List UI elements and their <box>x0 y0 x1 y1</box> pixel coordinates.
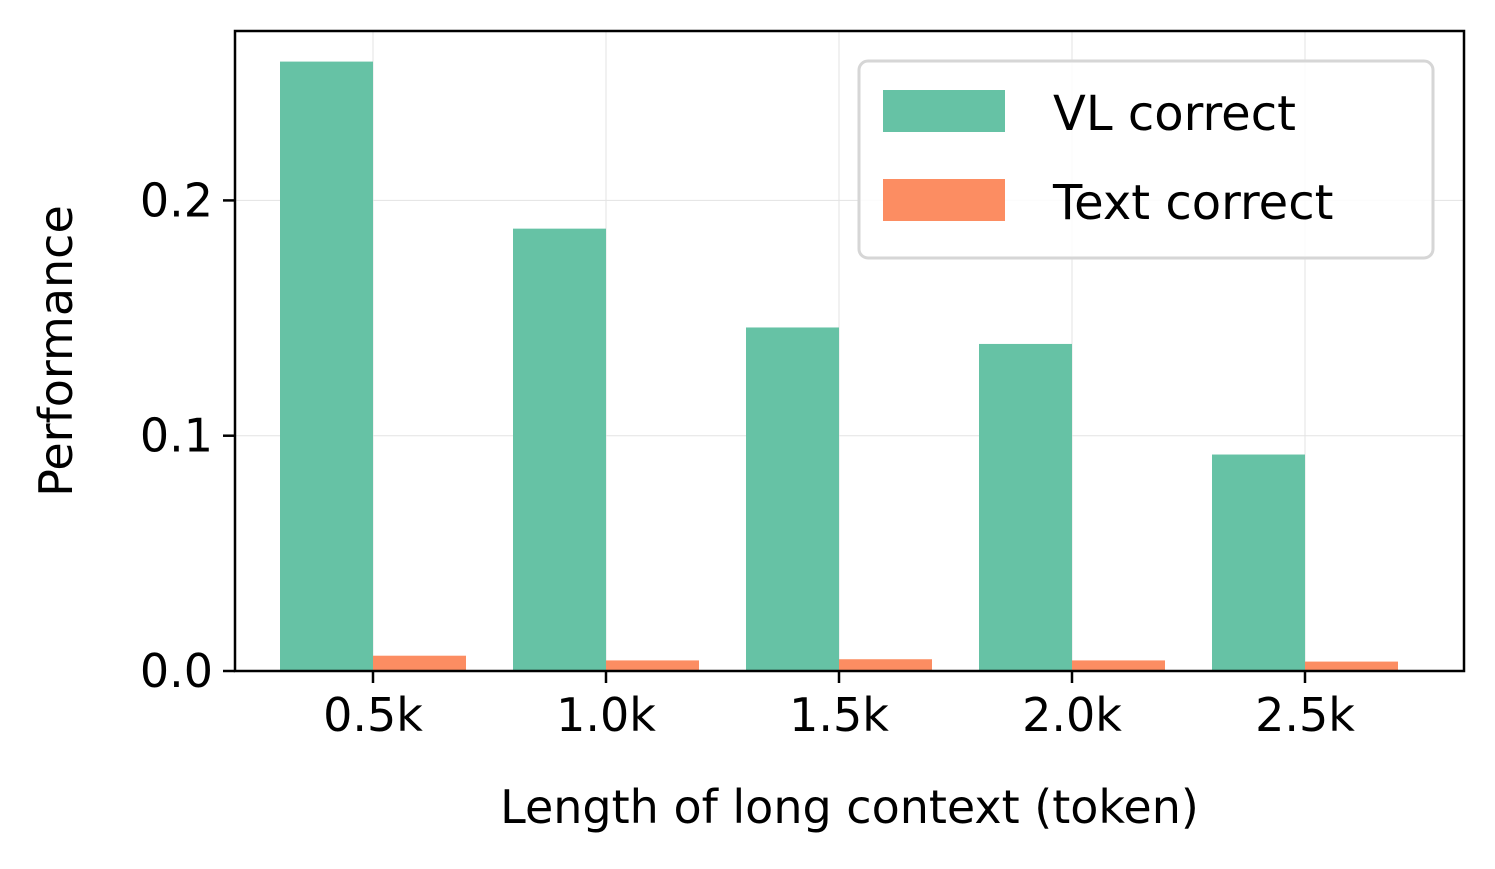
bars <box>280 61 1398 671</box>
vl-correct-bar-0.5k <box>280 61 373 671</box>
y-axis-title: Performance <box>29 205 83 497</box>
x-tick-label: 1.0k <box>556 688 656 742</box>
y-tick-label: 0.1 <box>140 409 213 463</box>
vl-correct-bar-1.0k <box>513 228 606 671</box>
x-tick-label: 1.5k <box>789 688 889 742</box>
legend-label-vl-correct: VL correct <box>1053 86 1296 142</box>
y-tick-label: 0.0 <box>140 644 213 698</box>
vl-correct-bar-1.5k <box>746 327 839 671</box>
y-tick-label: 0.2 <box>140 173 213 227</box>
text-correct-bar-1.5k <box>839 659 932 671</box>
text-correct-bar-1.0k <box>606 660 699 671</box>
vl-correct-bar-2.0k <box>979 343 1072 671</box>
legend: VL correct Text correct <box>857 59 1435 260</box>
legend-label-text-correct: Text correct <box>1052 175 1333 231</box>
x-tick-label: 2.5k <box>1255 688 1355 742</box>
legend-swatch-text-correct <box>883 179 1005 221</box>
x-tick-label: 2.0k <box>1022 688 1122 742</box>
legend-swatch-vl-correct <box>883 90 1005 132</box>
text-correct-bar-2.0k <box>1072 660 1165 671</box>
x-axis: 0.5k 1.0k 1.5k 2.0k 2.5k <box>323 671 1355 742</box>
x-axis-title: Length of long context (token) <box>500 780 1199 834</box>
text-correct-bar-0.5k <box>373 655 466 671</box>
plot-frame <box>233 29 1466 673</box>
y-axis: 0.0 0.1 0.2 <box>140 173 235 698</box>
text-correct-bar-2.5k <box>1305 661 1398 671</box>
x-tick-label: 0.5k <box>323 688 423 742</box>
vl-correct-bar-2.5k <box>1212 454 1305 671</box>
